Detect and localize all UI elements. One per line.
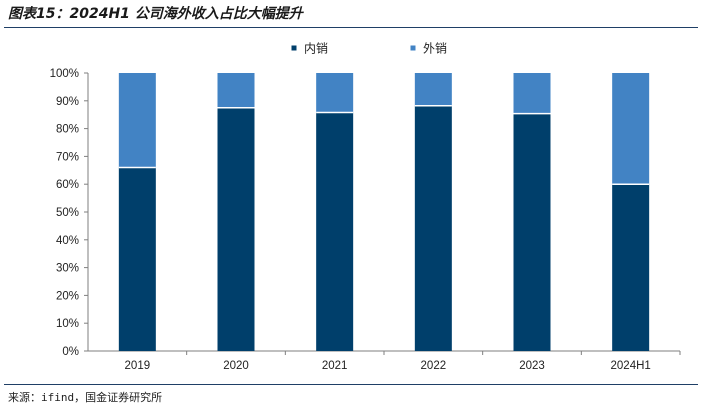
bar-segment-domestic (513, 113, 551, 351)
legend-swatch (410, 45, 416, 51)
y-tick-label: 30% (56, 263, 79, 275)
bar-segment-overseas (118, 73, 156, 168)
y-tick-label: 90% (56, 96, 79, 108)
y-tick-label: 40% (56, 235, 79, 247)
bar-segment-domestic (118, 167, 156, 351)
source-rule (4, 384, 698, 385)
bar-segment-overseas (316, 73, 354, 113)
x-tick-label: 2019 (125, 360, 151, 372)
source-note: 来源：ifind，国金证券研究所 (8, 391, 163, 404)
title-rule (4, 27, 698, 28)
y-tick-label: 80% (56, 124, 79, 136)
y-tick-label: 50% (56, 207, 79, 219)
bar-segment-overseas (513, 73, 551, 114)
axes: 0% 10% 20% 30% 40% 50% 60% 70% 80% 90% 100% 2019 202… (50, 68, 681, 372)
y-tick-label: 0% (62, 346, 79, 358)
bar-segment-overseas (414, 73, 452, 106)
y-tick-label: 60% (56, 179, 79, 191)
legend-label: 内销 (304, 42, 328, 56)
bar-segment-domestic (612, 184, 650, 351)
legend-label: 外销 (423, 42, 447, 56)
y-tick-label: 70% (56, 151, 79, 163)
bar-segment-overseas (612, 73, 650, 185)
bars (118, 73, 650, 351)
y-tick-label: 100% (50, 68, 79, 80)
bar-segment-overseas (217, 73, 255, 108)
legend-swatch (291, 45, 297, 51)
x-tick-label: 2020 (223, 360, 249, 372)
y-tick-label: 20% (56, 290, 79, 302)
bar-segment-domestic (316, 112, 354, 351)
x-tick-label: 2021 (322, 360, 348, 372)
x-tick-label: 2022 (421, 360, 447, 372)
bar-segment-domestic (414, 105, 452, 351)
figure-title: 图表15：2024H1 公司海外收入占比大幅提升 (8, 6, 303, 22)
bar-segment-domestic (217, 107, 255, 351)
y-tick-label: 10% (56, 318, 79, 330)
x-tick-label: 2024H1 (611, 360, 651, 372)
legend: 内销 外销 (291, 42, 447, 56)
x-tick-label: 2023 (519, 360, 545, 372)
